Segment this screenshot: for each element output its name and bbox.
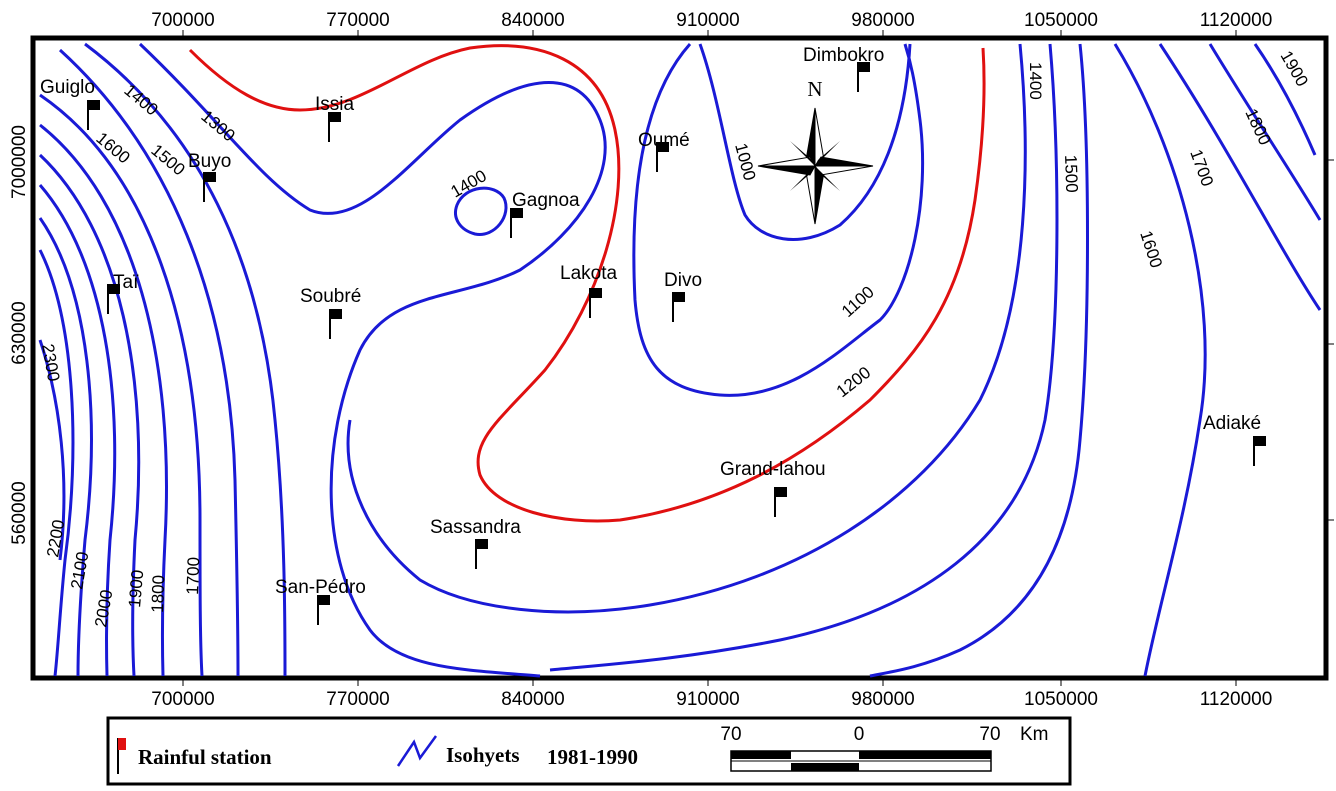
station-divo: Divo [664,270,702,322]
isohyet-lines [38,42,1322,678]
x-axis-top: 700000 770000 840000 910000 980000 10500… [151,10,1272,31]
x-tick-bottom-770000: 770000 [326,689,389,710]
x-tick-bottom-840000: 840000 [501,689,564,710]
x-tick-bottom-910000: 910000 [676,689,739,710]
scale-bar: 70 0 70 Km [720,724,1049,772]
isohyet-line [38,249,75,677]
north-arrow-icon: N [757,77,874,225]
isohyet-line [1208,43,1322,221]
stations: Guiglo Issia Buyo Gagnoa Oumé Dimbokro T… [40,45,1266,625]
isohyet-line [869,43,1089,678]
x-axis-bottom: 700000 770000 840000 910000 980000 10500… [151,689,1272,710]
scale-unit: Km [1020,724,1049,745]
station-lakota: Lakota [560,263,617,318]
station-label: Gagnoa [512,190,580,211]
x-tick-bottom-700000: 700000 [151,689,214,710]
legend-frame [106,716,1072,786]
station-adiake: Adiaké [1203,413,1266,466]
isohyet-label-1400-east: 1400 [1026,62,1045,100]
isohyet-line [138,42,607,678]
x-tick-top-770000: 770000 [326,10,389,31]
station-soubre: Soubré [300,286,361,339]
station-san-pedro: San-Pédro [275,577,366,625]
isohyet-1200 [188,44,986,523]
north-label: N [807,77,822,101]
station-sassandra: Sassandra [430,517,521,569]
station-oume: Oumé [638,130,690,172]
y-tick-7000000: 7000000 [9,125,30,199]
isohyet-label-1900-west: 1900 [125,569,147,608]
x-tick-top-1050000: 1050000 [1024,10,1098,31]
legend-isohyet-label: Isohyets [446,743,520,767]
station-tai: Taï [107,272,139,314]
station-label: Divo [664,270,702,291]
isohyet-line [346,43,1027,614]
isohyet-line [38,339,66,561]
isohyet-1000 [698,43,912,241]
x-tick-top-980000: 980000 [851,10,914,31]
isohyet-line [38,184,117,677]
scale-left: 70 [720,724,741,745]
station-label: Sassandra [430,517,521,538]
isohyet-line [1158,43,1322,311]
station-label: Grand-lahou [720,459,826,480]
isohyet-line [39,93,204,677]
legend-isohyet-period: 1981-1990 [547,745,638,769]
station-label: Lakota [560,263,617,284]
map-frame [30,35,1329,681]
isohyet-line [549,43,1059,672]
isohyet-1100 [632,43,925,397]
station-label: Guiglo [40,77,95,98]
station-label: Dimbokro [803,45,884,66]
station-grand-lahou: Grand-lahou [720,459,826,517]
scale-right: 70 [979,724,1000,745]
station-label: Adiaké [1203,413,1261,434]
isohyet-line [84,42,287,677]
station-label: Taï [113,272,139,293]
x-tick-top-840000: 840000 [501,10,564,31]
isohyet-line [1113,43,1207,677]
isohyet-loop [454,186,508,236]
station-dimbokro: Dimbokro [803,45,884,92]
scale-center: 0 [854,724,865,745]
station-guiglo: Guiglo [40,77,100,130]
x-tick-bottom-1050000: 1050000 [1024,689,1098,710]
station-label: San-Pédro [275,577,366,598]
station-label: Oumé [638,130,690,151]
isohyet-line [39,123,168,677]
x-tick-bottom-1120000: 1120000 [1200,689,1273,710]
station-flag-icon [117,738,126,774]
station-label: Buyo [188,151,231,172]
station-label: Issia [315,94,355,115]
y-tick-630000: 630000 [9,301,30,364]
station-label: Soubré [300,286,361,307]
legend-station-label: Rainful station [138,745,272,769]
x-tick-bottom-980000: 980000 [851,689,914,710]
x-tick-top-700000: 700000 [151,10,214,31]
x-tick-top-910000: 910000 [676,10,739,31]
isohyet-line [38,153,141,677]
isohyet-label-1500-east: 1500 [1061,154,1081,192]
isohyet-label-1800-west: 1800 [148,575,168,613]
station-buyo: Buyo [188,151,231,202]
isohyet-line [38,217,93,677]
station-issia: Issia [315,94,355,142]
isohyet-line [1253,43,1317,156]
station-gagnoa: Gagnoa [510,190,580,238]
y-tick-560000: 560000 [9,481,30,544]
isohyet-line [58,48,240,677]
legend: Rainful station Isohyets 1981-1990 70 0 … [106,716,1072,786]
isohyet-line-icon [396,735,438,767]
isohyet-label-1700-west: 1700 [183,557,203,595]
y-axis-left: 7000000 630000 560000 [9,125,30,545]
x-tick-top-1120000: 1120000 [1200,10,1273,31]
